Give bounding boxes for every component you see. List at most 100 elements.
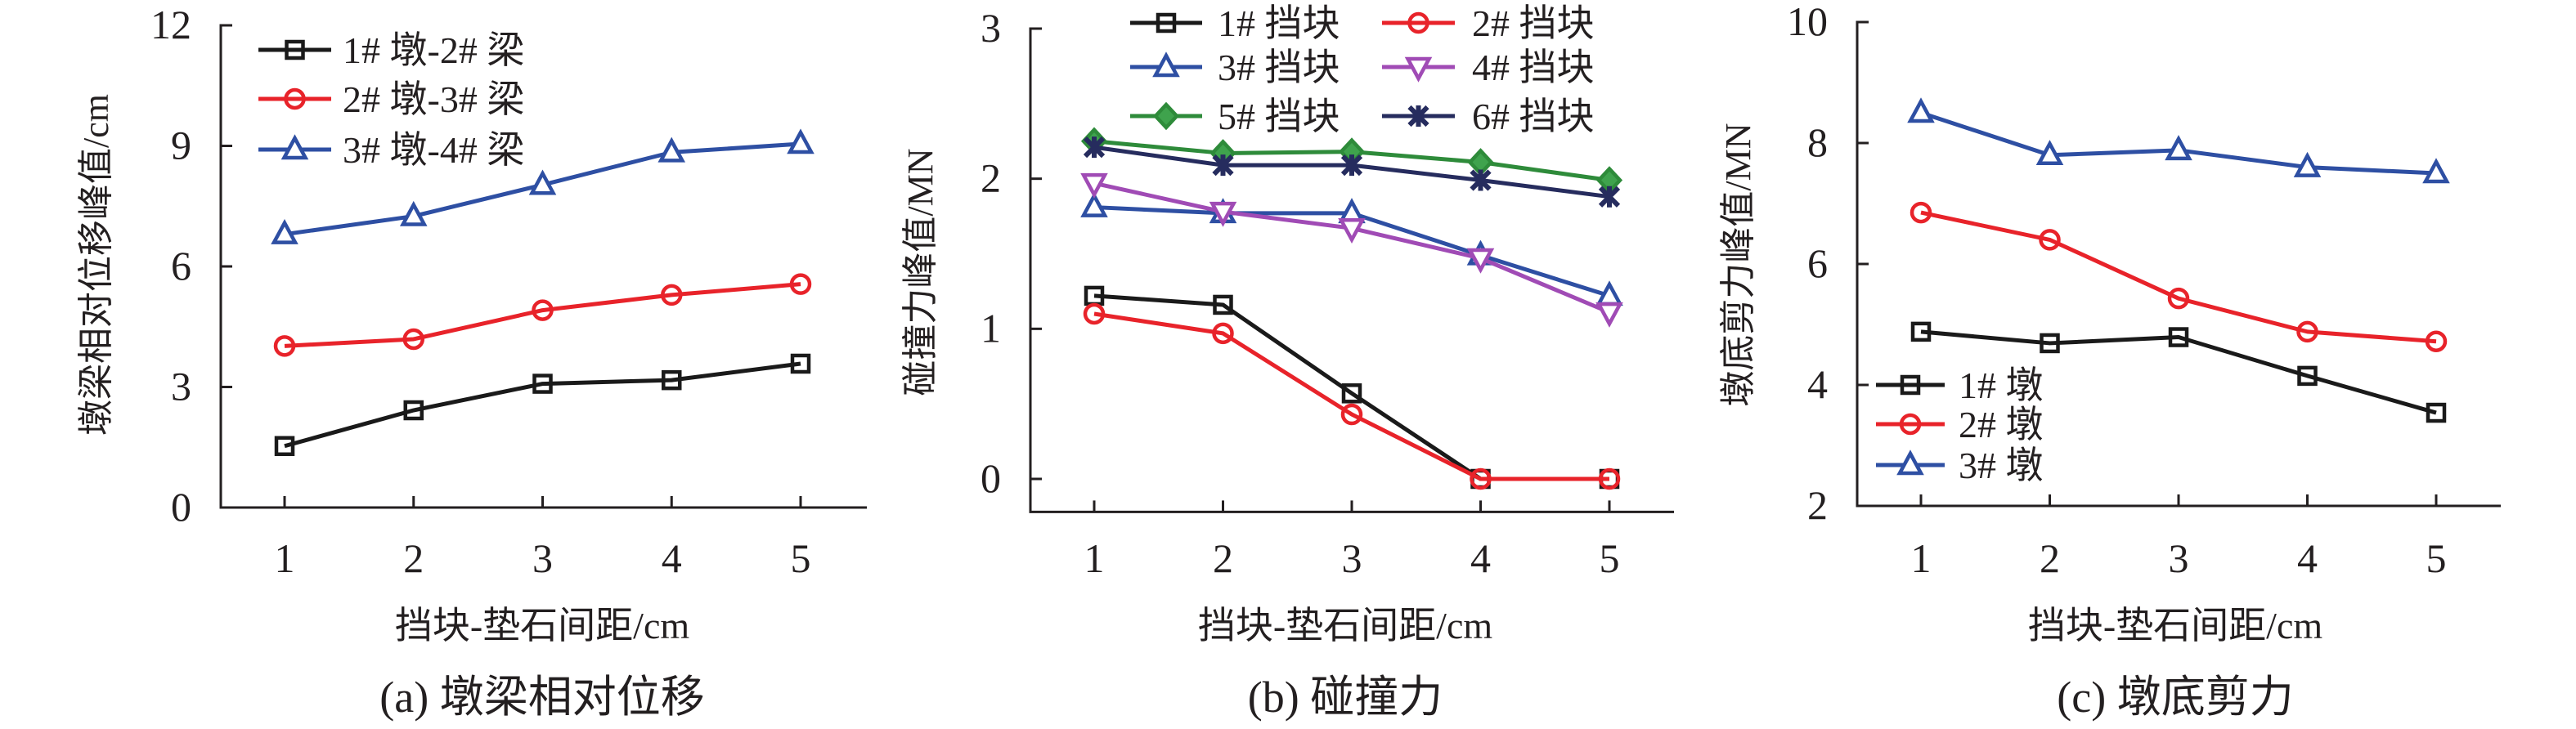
legend-item: 5# 挡块: [1130, 96, 1340, 137]
legend-item: 6# 挡块: [1382, 96, 1595, 137]
data-point-star: [1598, 186, 1621, 208]
data-point-star: [1083, 136, 1106, 159]
legend-label: 1# 墩: [1959, 364, 2044, 406]
series-3: [271, 128, 815, 244]
data-point-star: [1212, 154, 1234, 177]
legend-label: 2# 墩: [1959, 404, 2044, 445]
data-point-circle: [1598, 467, 1621, 490]
y-tick-label: 0: [981, 455, 1001, 501]
data-point-circle: [2039, 229, 2061, 251]
x-tick-label: 3: [2169, 535, 2189, 581]
x-tick-label: 4: [2297, 535, 2318, 581]
data-point-square: [274, 436, 295, 457]
legend-label: 2# 挡块: [1472, 2, 1595, 44]
data-point-square: [403, 400, 424, 421]
series-2: [1083, 302, 1621, 490]
data-point-square: [2040, 333, 2060, 354]
x-axis-title: 挡块-垫石间距/cm: [395, 605, 690, 646]
legend-label: 5# 挡块: [1218, 96, 1340, 137]
legend-marker-square: [1156, 12, 1177, 34]
y-tick-label: 4: [1807, 361, 1828, 407]
legend-label: 2# 墩-3# 梁: [343, 78, 524, 120]
data-point-triangle-down: [1080, 172, 1108, 199]
data-point-triangle-down: [1209, 201, 1237, 227]
series-3: [1080, 191, 1623, 306]
data-point-square: [662, 369, 682, 391]
data-point-triangle-up: [528, 169, 557, 195]
legend-marker-square: [285, 39, 305, 60]
legend-label: 1# 墩-2# 梁: [343, 29, 524, 71]
y-tick-label: 9: [171, 123, 191, 168]
legend-item: 3# 墩: [1876, 445, 2044, 486]
legend-marker-triangle-up: [280, 134, 309, 160]
y-axis-title: 墩梁相对位移峰值/cm: [76, 94, 116, 436]
series-line: [284, 282, 801, 348]
data-point-circle: [2167, 287, 2190, 310]
data-point-circle: [1340, 403, 1363, 426]
legend-item: 1# 墩-2# 梁: [258, 29, 524, 71]
legend-marker-circle: [1407, 11, 1429, 34]
data-point-square: [2426, 402, 2447, 423]
legend-label: 3# 墩-4# 梁: [343, 129, 524, 171]
legend-marker-circle: [1899, 413, 1922, 436]
x-tick-label: 4: [662, 535, 682, 581]
series-line: [1093, 311, 1609, 481]
data-point-triangle-up: [1907, 97, 1935, 123]
data-point-square: [1910, 321, 1932, 342]
data-point-triangle-up: [2035, 140, 2064, 166]
data-point-circle: [1083, 302, 1106, 325]
data-point-circle: [1910, 201, 1932, 224]
data-point-triangle-up: [2422, 158, 2450, 184]
series-1: [1084, 285, 1620, 490]
x-tick-label: 3: [1342, 535, 1362, 581]
series-6: [1083, 136, 1621, 208]
chart-caption: (b) 碰撞力: [1248, 673, 1443, 722]
data-point-circle: [661, 284, 683, 306]
data-point-circle: [2425, 330, 2448, 352]
data-point-triangle-up: [2293, 151, 2322, 177]
legend-marker-diamond: [1152, 101, 1180, 131]
data-point-circle: [532, 299, 554, 321]
data-point-triangle-up: [2165, 135, 2192, 161]
data-point-square: [2168, 327, 2189, 347]
series-line: [1920, 210, 2437, 344]
data-point-square: [790, 353, 811, 374]
legend-item: 4# 挡块: [1382, 47, 1595, 88]
series-2: [273, 273, 812, 357]
y-axis-title: 墩底剪力峰值/MN: [1718, 123, 1758, 406]
series-line: [1920, 329, 2437, 415]
y-tick-label: 8: [1807, 119, 1828, 165]
y-tick-label: 0: [171, 484, 191, 530]
x-tick-label: 5: [791, 535, 811, 581]
series-1: [274, 353, 811, 457]
y-tick-label: 2: [981, 155, 1001, 201]
legend-item: 1# 墩: [1876, 364, 2044, 406]
series-line: [284, 361, 801, 449]
x-tick-label: 1: [1084, 535, 1105, 581]
legend-item: 3# 挡块: [1130, 47, 1340, 88]
legend-label: 1# 挡块: [1218, 2, 1340, 44]
data-point-circle: [789, 273, 812, 295]
x-tick-label: 2: [403, 535, 424, 581]
y-tick-label: 12: [150, 2, 191, 47]
data-point-triangle-down: [1466, 248, 1495, 274]
data-point-circle: [273, 335, 296, 357]
legend-marker-square: [1900, 374, 1921, 396]
data-point-square: [1213, 294, 1233, 315]
legend-item: 2# 挡块: [1382, 2, 1595, 44]
axes: [1856, 20, 2501, 508]
series-1: [1910, 321, 2447, 423]
x-tick-label: 3: [532, 535, 553, 581]
chart-caption: (c) 墩底剪力: [2057, 673, 2293, 722]
x-tick-label: 2: [2040, 535, 2060, 581]
x-tick-label: 5: [1600, 535, 1620, 581]
data-point-triangle-up: [657, 136, 686, 163]
series-4: [1080, 172, 1623, 328]
y-tick-label: 3: [981, 5, 1001, 51]
y-tick-label: 3: [171, 364, 191, 409]
legend-item: 2# 墩: [1876, 404, 2044, 445]
legend-item: 3# 墩-4# 梁: [258, 129, 524, 171]
legend-label: 3# 墩: [1959, 445, 2044, 486]
